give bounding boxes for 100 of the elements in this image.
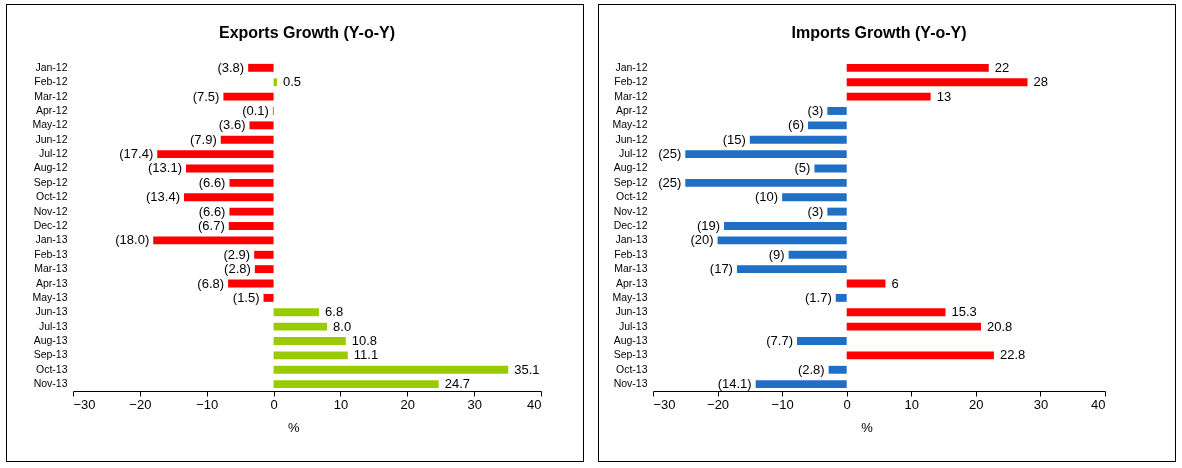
- data-label: (17.4): [119, 146, 154, 162]
- y-tick-label: Oct-12: [615, 190, 648, 203]
- data-label: (13.1): [148, 160, 182, 176]
- data-label: 22: [994, 59, 1010, 75]
- y-tick-label: Mar-13: [34, 262, 68, 275]
- data-label: (10): [755, 189, 779, 205]
- data-label: (19): [696, 218, 721, 233]
- y-tick-label: Nov-13: [613, 377, 648, 390]
- chart-title: Imports Growth (Y-o-Y): [791, 24, 967, 41]
- y-tick-label: Feb-13: [34, 247, 68, 260]
- x-tick-label: −20: [707, 396, 730, 412]
- chart-title: Exports Growth (Y-o-Y): [219, 24, 395, 41]
- x-tick-label: 30: [467, 396, 482, 412]
- data-label: (3): [807, 203, 824, 219]
- data-label: 10.8: [351, 333, 378, 349]
- x-tick-label: −10: [196, 396, 219, 412]
- y-tick-label: Nov-12: [613, 204, 648, 217]
- y-tick-label: Sep-13: [613, 348, 648, 361]
- x-tick-label: 30: [1033, 396, 1049, 412]
- y-tick-label: Jan-12: [35, 60, 68, 73]
- y-tick-label: Aug-13: [33, 334, 68, 347]
- x-tick-label: −30: [73, 396, 96, 412]
- y-tick-label: Aug-13: [613, 334, 648, 347]
- y-tick-label: Jul-13: [38, 319, 68, 332]
- data-label: (7.7): [766, 333, 793, 349]
- data-label: (6.8): [197, 275, 225, 291]
- data-label: 15.3: [951, 304, 977, 320]
- y-tick-label: Jan-12: [615, 60, 648, 73]
- data-label: (3.6): [218, 117, 246, 133]
- y-tick-label: Oct-13: [615, 362, 648, 375]
- data-label: 0.5: [282, 74, 301, 90]
- y-tick-label: Jan-13: [615, 233, 648, 246]
- x-tick-label: 10: [333, 396, 349, 412]
- data-label: 13: [936, 88, 952, 104]
- y-tick-label: Apr-12: [35, 103, 68, 116]
- data-label: (0.1): [242, 102, 269, 118]
- data-label: 20.8: [987, 318, 1013, 334]
- y-tick-label: Sep-12: [33, 175, 68, 188]
- data-label: (6.6): [198, 203, 226, 219]
- x-tick-label: 0: [843, 396, 851, 412]
- data-label: (18.0): [115, 232, 150, 248]
- data-label: (2.8): [797, 361, 825, 377]
- x-tick-label: −30: [653, 396, 676, 412]
- data-label: (14.1): [717, 376, 752, 392]
- y-tick-label: Mar-12: [614, 89, 648, 102]
- data-label: (2.9): [223, 246, 251, 262]
- x-tick-label: 40: [1091, 396, 1106, 412]
- y-tick-label: Dec-12: [33, 219, 68, 231]
- y-tick-label: Apr-13: [615, 276, 648, 289]
- data-label: (7.9): [190, 131, 217, 147]
- y-tick-label: Mar-12: [34, 89, 68, 102]
- data-label: (1.7): [805, 289, 832, 305]
- y-tick-label: Jun-12: [35, 132, 68, 145]
- y-tick-label: Sep-12: [613, 175, 648, 188]
- x-tick-label: 0: [270, 396, 278, 412]
- x-axis-title: %: [861, 419, 874, 435]
- x-tick-label: 20: [969, 396, 984, 412]
- y-tick-label: Jun-13: [35, 305, 68, 318]
- data-label: 28: [1033, 74, 1048, 90]
- y-tick-label: May-13: [32, 290, 68, 303]
- data-label: (6.7): [198, 218, 225, 233]
- data-label: (13.4): [146, 189, 180, 205]
- x-tick-label: −20: [129, 396, 152, 412]
- y-tick-label: May-13: [612, 290, 648, 303]
- x-tick-label: 10: [904, 396, 920, 412]
- data-label: (3.8): [217, 59, 245, 75]
- data-label: 24.7: [444, 376, 471, 392]
- y-tick-label: Apr-13: [35, 276, 68, 289]
- data-label: (25): [658, 146, 682, 162]
- y-tick-label: Jul-12: [618, 147, 648, 160]
- y-tick-label: May-12: [612, 118, 648, 131]
- data-label: 35.1: [514, 361, 540, 377]
- data-label: 8.0: [333, 318, 352, 334]
- y-tick-label: Aug-12: [613, 161, 648, 174]
- data-label: (5): [794, 160, 811, 176]
- y-tick-label: Jul-13: [618, 319, 648, 332]
- y-tick-label: Jul-12: [38, 147, 68, 160]
- data-label: (17): [709, 261, 733, 277]
- y-tick-label: Aug-12: [33, 161, 68, 174]
- y-tick-label: Mar-13: [614, 262, 648, 275]
- data-label: 22.8: [999, 347, 1026, 363]
- y-tick-label: Dec-12: [613, 219, 648, 231]
- data-label: (3): [807, 102, 824, 118]
- data-label: 6: [891, 275, 899, 291]
- y-tick-label: Feb-12: [34, 75, 68, 88]
- y-tick-label: Nov-12: [33, 204, 68, 217]
- data-label: (7.5): [192, 88, 220, 104]
- data-label: (9): [768, 246, 785, 262]
- y-tick-label: Jun-12: [615, 132, 648, 145]
- y-tick-label: Jan-13: [35, 233, 68, 246]
- x-tick-label: 20: [400, 396, 416, 412]
- x-tick-label: −10: [771, 396, 794, 412]
- data-label: (6.6): [198, 174, 226, 190]
- y-tick-label: May-12: [32, 118, 68, 131]
- y-tick-label: Feb-13: [614, 247, 648, 260]
- y-tick-label: Sep-13: [33, 348, 68, 361]
- y-tick-label: Feb-12: [614, 75, 648, 88]
- y-tick-label: Oct-12: [35, 190, 68, 203]
- data-label: (2.8): [224, 261, 251, 277]
- data-label: 11.1: [353, 347, 379, 363]
